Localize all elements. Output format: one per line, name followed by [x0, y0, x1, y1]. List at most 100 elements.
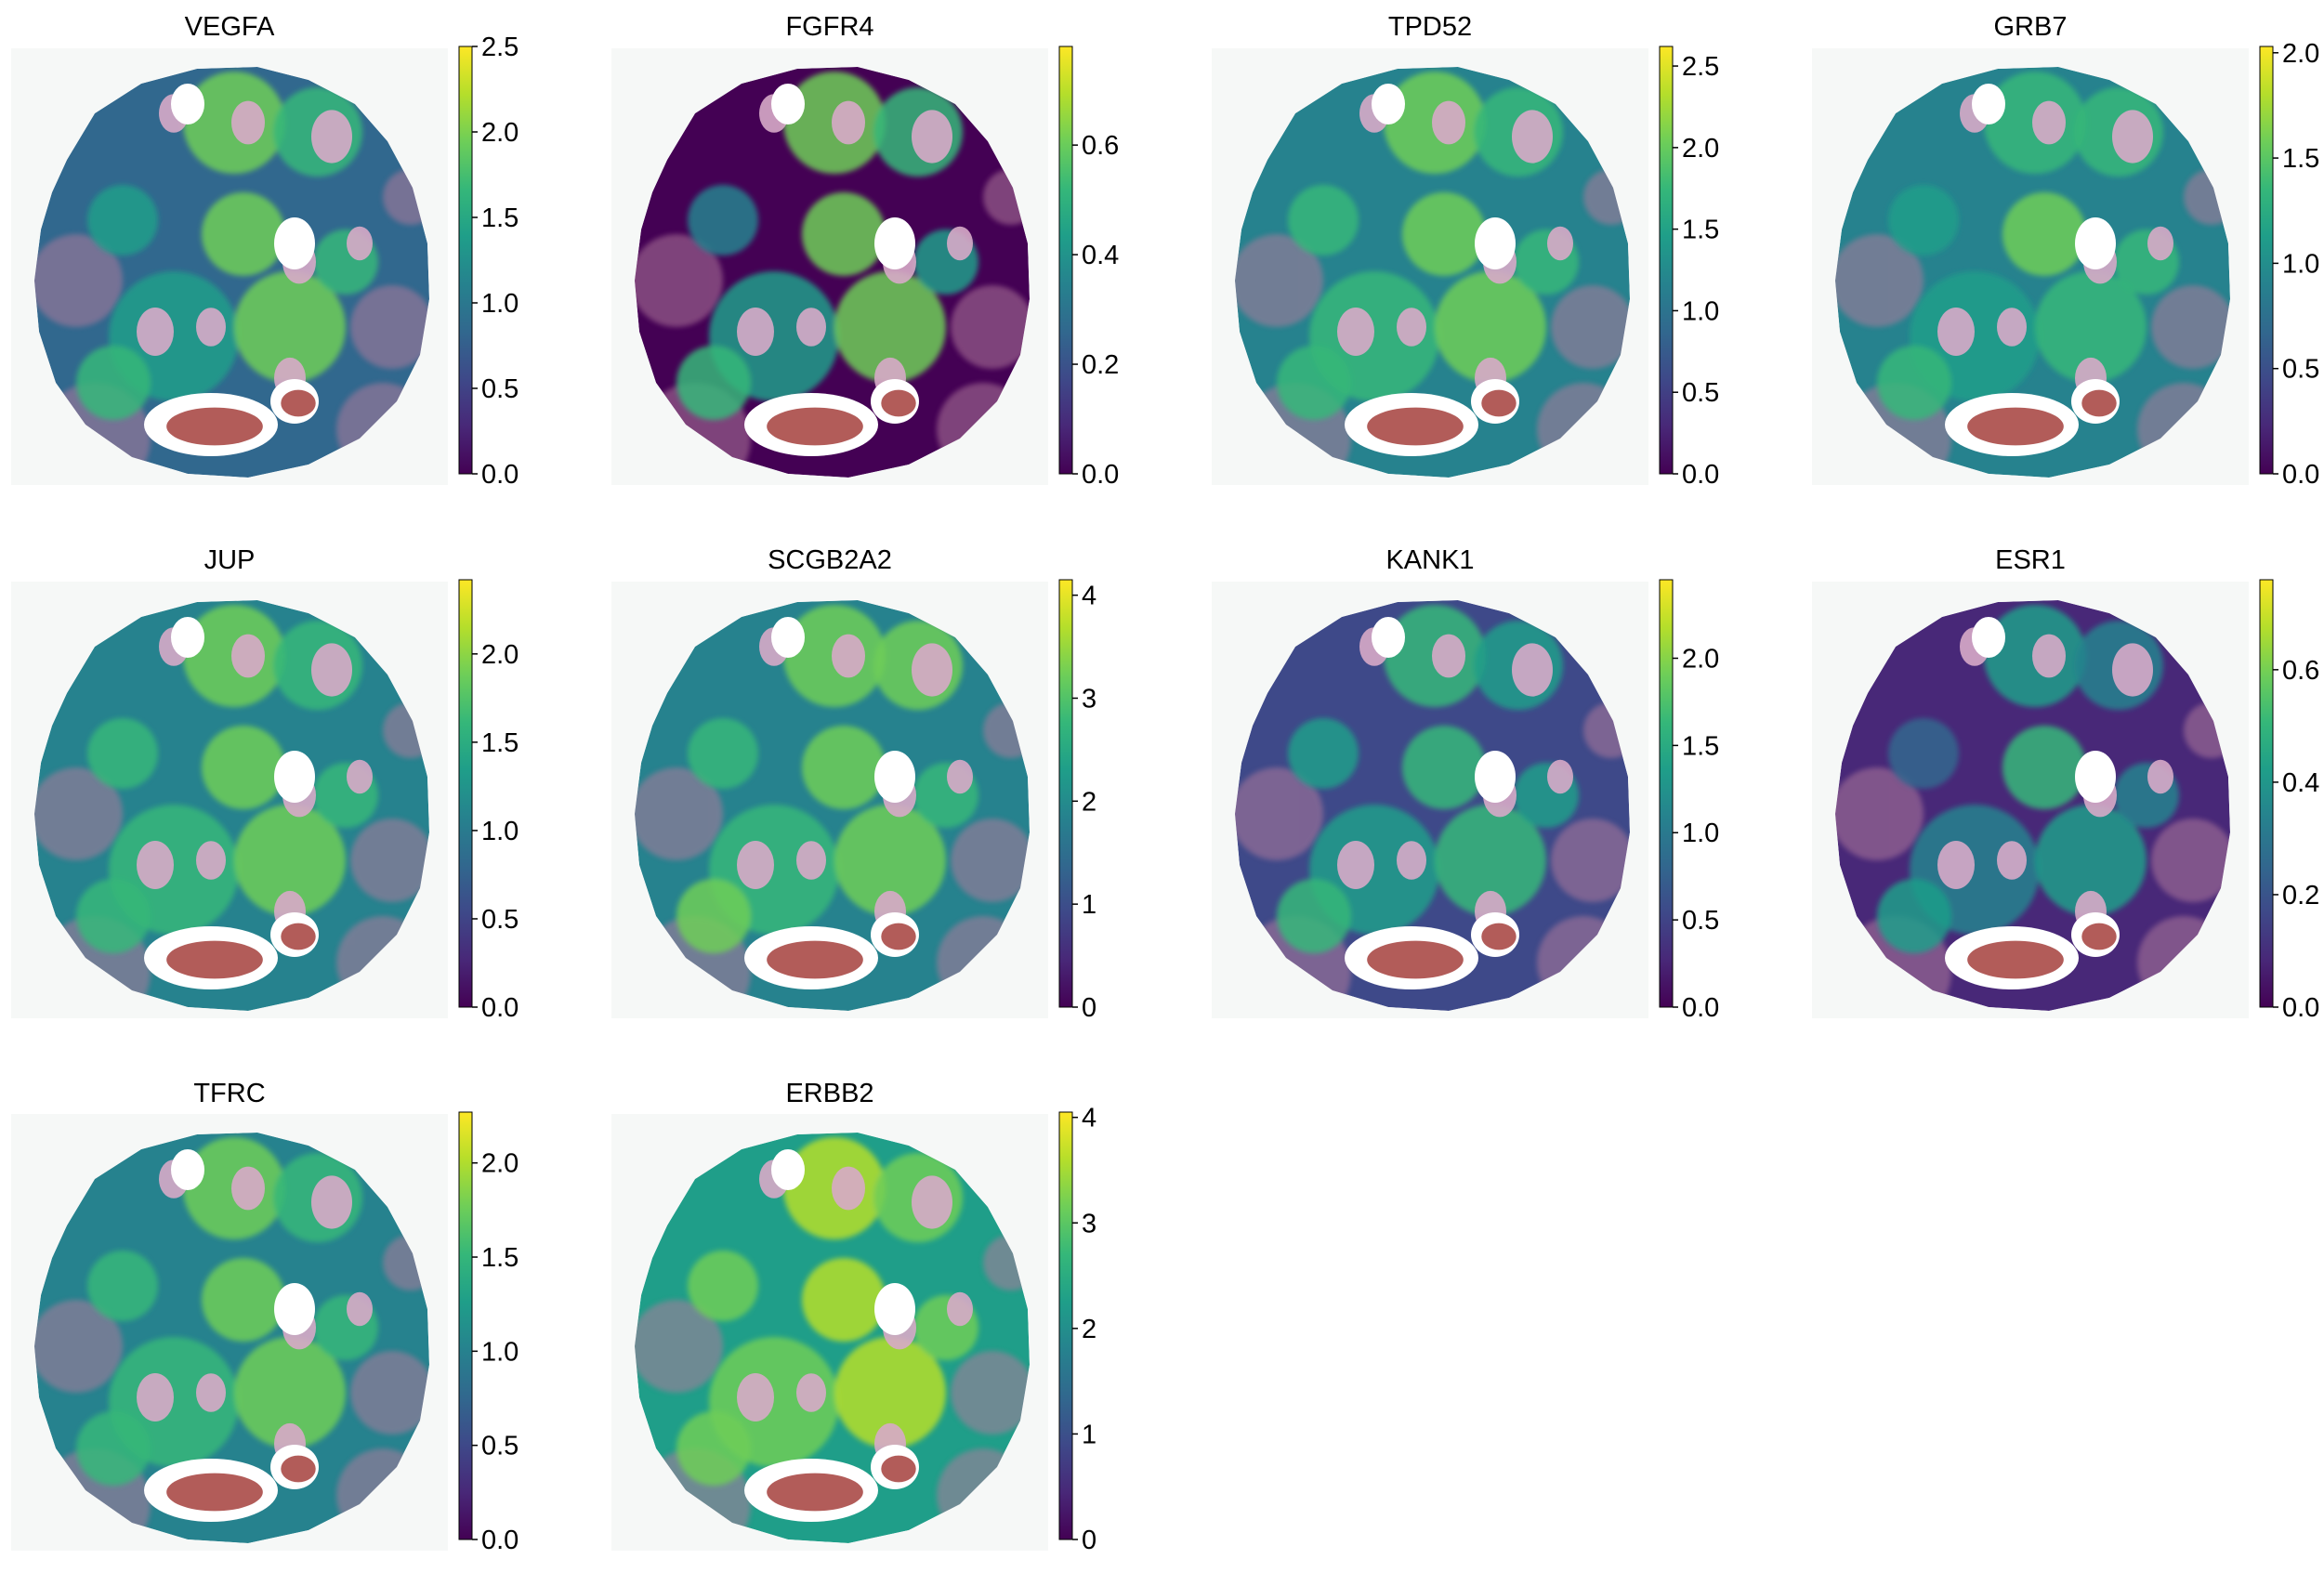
panel-tfrc: TFRC 0.0 0.5 1.0 1.5 2.0	[11, 1079, 519, 1555]
panel-title: KANK1	[1385, 545, 1474, 575]
expression-hotspot	[1288, 185, 1359, 255]
colorbar-tick-label: 0.5	[1682, 906, 1719, 936]
colorbar-tick-label: 1.5	[1682, 216, 1719, 245]
expression-hotspot	[2002, 726, 2086, 809]
colorbar	[1659, 46, 1674, 475]
stroma-patch	[951, 819, 1030, 902]
expression-hotspot	[1277, 346, 1351, 420]
colorbar-tick-label: 0.6	[1082, 131, 1119, 161]
void-region	[874, 1283, 915, 1335]
stroma-patch	[951, 285, 1030, 369]
necrotic-core	[166, 1473, 263, 1512]
void-region	[2075, 751, 2116, 803]
expression-hotspot	[688, 185, 758, 255]
lumen	[796, 841, 826, 880]
stroma-patch	[34, 234, 123, 327]
colorbar-tick-label: 0.0	[481, 1526, 519, 1555]
expression-hotspot	[1288, 718, 1359, 789]
lumen	[737, 841, 774, 889]
lumen	[832, 100, 865, 145]
expression-hotspot	[1435, 805, 1546, 916]
lumen	[1432, 100, 1465, 145]
expression-hotspot	[802, 726, 886, 809]
void-region	[1475, 751, 1516, 803]
colorbar-tick-label: 3	[1082, 1209, 1096, 1238]
colorbar-tick-label: 0.5	[481, 1432, 519, 1461]
expression-hotspot	[676, 879, 751, 953]
lumen	[1397, 841, 1426, 880]
expression-hotspot	[76, 1411, 151, 1486]
void-region	[771, 84, 805, 124]
colorbar-tick-label: 4	[1082, 582, 1096, 611]
colorbar-tick-label: 0.0	[1082, 460, 1119, 490]
colorbar-tick-label: 2.0	[2282, 39, 2319, 69]
colorbar-tick-label: 4	[1082, 1104, 1096, 1133]
panel-title: TPD52	[1388, 12, 1472, 42]
void-region	[1372, 617, 1405, 658]
stroma-patch	[34, 1300, 123, 1393]
colorbar-tick-label: 1.0	[1682, 819, 1719, 848]
colorbar-tick-label: 0.2	[1082, 350, 1119, 380]
colorbar-tick-label: 2.0	[1682, 644, 1719, 674]
lumen	[1337, 308, 1374, 356]
void-region	[771, 1149, 805, 1190]
expression-hotspot	[234, 271, 346, 383]
lumen	[311, 643, 352, 697]
necrotic-core	[767, 1473, 863, 1512]
stroma-patch	[1551, 819, 1630, 902]
necrotic-core	[1367, 940, 1464, 979]
colorbar-tick-label: 1.5	[1682, 731, 1719, 761]
void-region	[171, 617, 204, 658]
colorbar-tick-label: 0.5	[481, 905, 519, 935]
lumen	[231, 634, 265, 678]
necrotic-core	[281, 389, 316, 417]
expression-hotspot	[676, 346, 751, 420]
colorbar-tick-label: 1	[1082, 890, 1096, 920]
colorbar-tick-label: 0.4	[2282, 768, 2319, 798]
colorbar	[1058, 1111, 1073, 1540]
stroma-patch	[1235, 767, 1323, 860]
necrotic-core	[281, 923, 316, 950]
lumen	[347, 759, 373, 794]
necrotic-core	[1481, 923, 1517, 950]
lumen	[196, 308, 226, 347]
stroma-patch	[350, 285, 429, 369]
expression-hotspot	[1877, 346, 1951, 420]
necrotic-core	[1967, 407, 2064, 446]
lumen	[1432, 634, 1465, 678]
expression-hotspot	[1435, 271, 1546, 383]
expression-hotspot	[2035, 805, 2147, 916]
void-region	[1475, 217, 1516, 269]
expression-hotspot	[1402, 726, 1486, 809]
panel-title: SCGB2A2	[768, 545, 892, 575]
stroma-patch	[2151, 819, 2230, 902]
lumen	[1512, 643, 1553, 697]
panel-title: ERBB2	[785, 1079, 873, 1108]
lumen	[2147, 759, 2173, 794]
necrotic-core	[881, 923, 916, 950]
void-region	[274, 1283, 315, 1335]
tissue-map	[635, 67, 1030, 478]
lumen	[1937, 308, 1975, 356]
lumen	[231, 100, 265, 145]
expression-hotspot	[834, 1337, 946, 1448]
expression-hotspot	[202, 192, 285, 276]
tissue-map	[34, 1133, 429, 1543]
colorbar-tick-label: 1.0	[481, 817, 519, 846]
lumen	[231, 1166, 265, 1211]
panel-fgfr4: FGFR4 0.0 0.2 0.4 0.6	[611, 12, 1119, 490]
expression-hotspot	[834, 271, 946, 383]
lumen	[311, 110, 352, 164]
expression-hotspot	[1402, 192, 1486, 276]
panel-title: ESR1	[1995, 545, 2066, 575]
panel-grb7: GRB7 0.0 0.5 1.0 1.5 2.0	[1812, 12, 2319, 490]
lumen	[737, 308, 774, 356]
colorbar	[2259, 579, 2274, 1008]
colorbar	[1058, 579, 1073, 1008]
void-region	[1972, 84, 2005, 124]
necrotic-core	[767, 940, 863, 979]
expression-hotspot	[76, 346, 151, 420]
expression-hotspot	[2002, 192, 2086, 276]
expression-hotspot	[234, 805, 346, 916]
